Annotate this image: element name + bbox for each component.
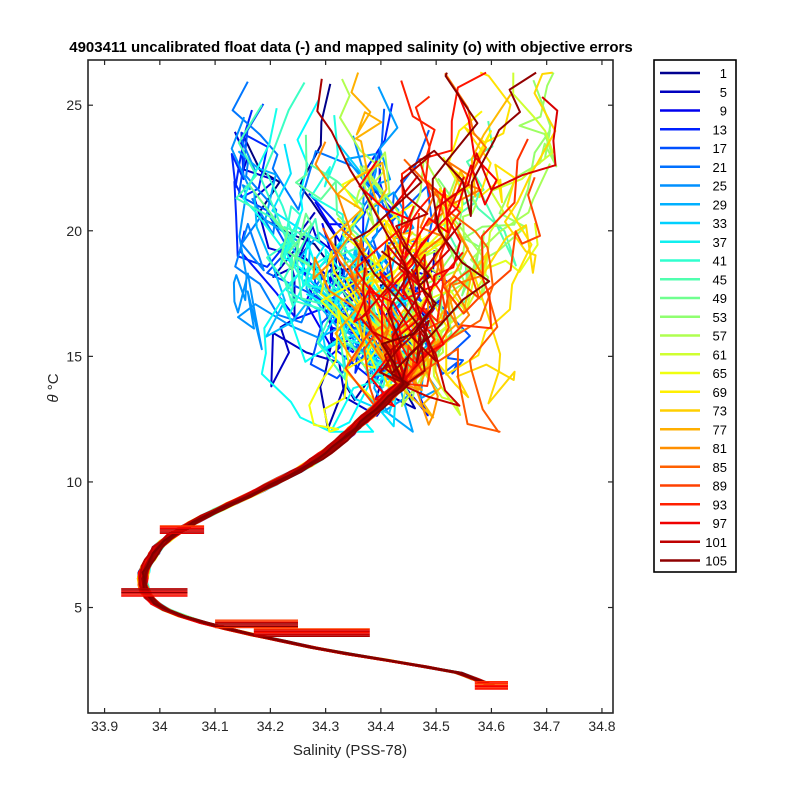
legend-label: 29	[713, 197, 727, 212]
plot-frame	[87, 59, 614, 714]
legend-label: 105	[705, 554, 727, 569]
y-tick-label: 20	[66, 223, 82, 239]
y-tick-label: 25	[66, 97, 82, 113]
legend-label: 81	[713, 441, 727, 456]
y-axis-unit: °C	[45, 373, 62, 390]
axis-ticks: 33.9 34 34.1 34.2 34.3 34.4 34.5 34.6 34.7 34.8 5 1…	[66, 60, 616, 734]
legend: 1 5 9 13 17 21 25 29 33 37 41 45 49 53 57 61 65 69 73 77 81 8…	[660, 66, 727, 569]
legend-label: 37	[713, 235, 727, 250]
legend-label: 33	[713, 216, 727, 231]
legend-label: 9	[720, 104, 727, 119]
legend-label: 45	[713, 272, 727, 287]
legend-label: 53	[713, 310, 727, 325]
legend-label: 73	[713, 404, 727, 419]
x-tick-label: 34.8	[588, 718, 615, 734]
legend-label: 49	[713, 291, 727, 306]
legend-label: 85	[713, 460, 727, 475]
legend-label: 57	[713, 329, 727, 344]
y-axis-symbol: θ	[45, 394, 62, 402]
y-tick-label: 10	[66, 474, 82, 490]
legend-label: 69	[713, 385, 727, 400]
legend-label: 65	[713, 366, 727, 381]
legend-label: 41	[713, 254, 727, 269]
x-tick-label: 34.3	[312, 718, 339, 734]
y-tick-label: 5	[74, 600, 82, 616]
svg-text:θ °C: θ °C	[45, 373, 62, 402]
legend-label: 5	[720, 85, 727, 100]
legend-label: 61	[713, 347, 727, 362]
legend-label: 17	[713, 141, 727, 156]
x-tick-label: 34.5	[423, 718, 450, 734]
profile-lines	[136, 71, 559, 687]
legend-label: 25	[713, 179, 727, 194]
objective-error-bars	[121, 525, 508, 690]
legend-label: 1	[720, 66, 727, 81]
legend-label: 93	[713, 497, 727, 512]
x-tick-label: 34.1	[201, 718, 228, 734]
x-tick-label: 34.6	[478, 718, 505, 734]
x-tick-label: 34.7	[533, 718, 560, 734]
x-tick-label: 33.9	[91, 718, 118, 734]
x-tick-label: 34	[152, 718, 168, 734]
y-tick-label: 15	[66, 348, 82, 364]
chart-title: 4903411 uncalibrated float data (-) and …	[69, 39, 632, 56]
x-tick-label: 34.2	[257, 718, 284, 734]
y-axis-label: θ °C	[45, 373, 62, 402]
legend-label: 77	[713, 422, 727, 437]
x-axis-label: Salinity (PSS-78)	[293, 742, 407, 759]
x-tick-label: 34.4	[367, 718, 394, 734]
legend-label: 21	[713, 160, 727, 175]
legend-label: 89	[713, 479, 727, 494]
legend-label: 101	[705, 535, 727, 550]
legend-label: 13	[713, 122, 727, 137]
legend-label: 97	[713, 516, 727, 531]
